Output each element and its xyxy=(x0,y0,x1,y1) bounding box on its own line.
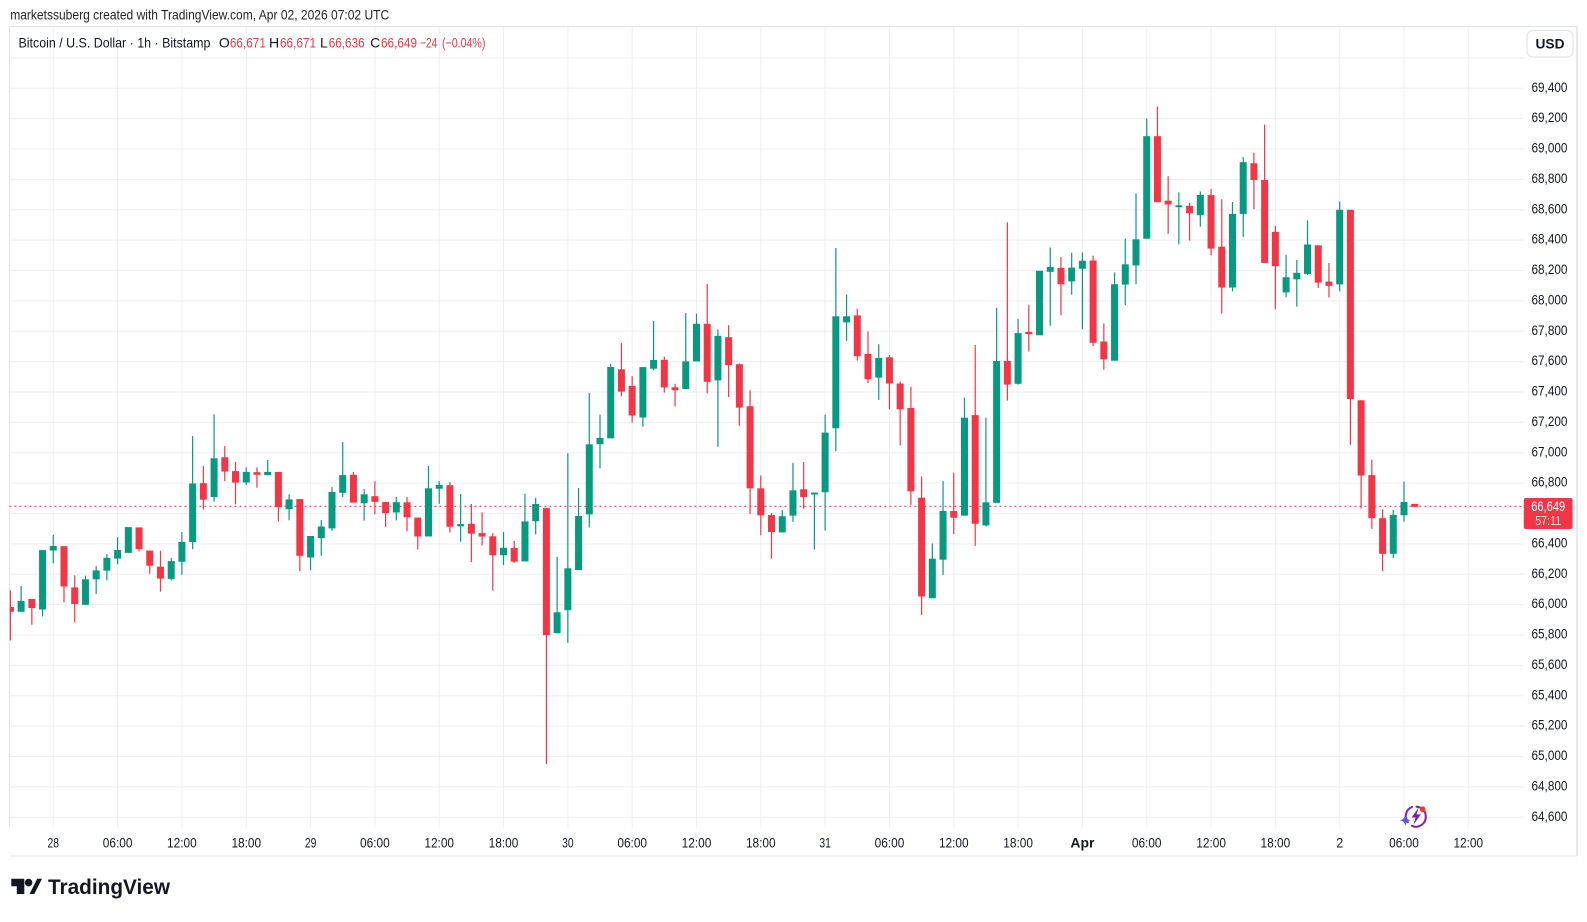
svg-text:06:00: 06:00 xyxy=(1132,835,1162,850)
svg-text:O: O xyxy=(219,34,230,50)
svg-text:06:00: 06:00 xyxy=(360,835,390,850)
svg-text:H: H xyxy=(269,34,279,50)
svg-text:66,671: 66,671 xyxy=(230,34,266,50)
svg-text:TradingView: TradingView xyxy=(48,876,171,899)
svg-text:69,000: 69,000 xyxy=(1532,141,1568,156)
svg-text:68,200: 68,200 xyxy=(1532,262,1568,277)
svg-text:Apr: Apr xyxy=(1070,835,1095,850)
svg-text:68,000: 68,000 xyxy=(1532,293,1568,308)
svg-text:Bitcoin / U.S. Dollar · 1h · B: Bitcoin / U.S. Dollar · 1h · Bitstamp xyxy=(19,34,211,50)
svg-text:12:00: 12:00 xyxy=(1196,835,1226,850)
svg-text:66,649: 66,649 xyxy=(1531,499,1565,514)
svg-text:C: C xyxy=(370,34,380,50)
svg-text:65,200: 65,200 xyxy=(1532,718,1568,733)
svg-text:29: 29 xyxy=(305,835,317,850)
svg-text:66,000: 66,000 xyxy=(1532,596,1568,611)
svg-text:06:00: 06:00 xyxy=(1389,835,1419,850)
svg-text:L: L xyxy=(320,34,328,50)
svg-text:67,800: 67,800 xyxy=(1532,323,1568,338)
svg-text:66,800: 66,800 xyxy=(1532,475,1568,490)
svg-text:65,000: 65,000 xyxy=(1532,748,1568,763)
svg-text:68,400: 68,400 xyxy=(1532,232,1568,247)
svg-text:69,200: 69,200 xyxy=(1532,110,1568,125)
svg-text:18:00: 18:00 xyxy=(746,835,776,850)
svg-text:(−0.04%): (−0.04%) xyxy=(442,34,485,50)
svg-text:06:00: 06:00 xyxy=(103,835,133,850)
svg-text:18:00: 18:00 xyxy=(231,835,261,850)
svg-text:64,800: 64,800 xyxy=(1532,779,1568,794)
svg-text:67,600: 67,600 xyxy=(1532,353,1568,368)
svg-text:65,600: 65,600 xyxy=(1532,657,1568,672)
svg-text:66,649: 66,649 xyxy=(381,34,417,50)
svg-text:66,671: 66,671 xyxy=(280,34,316,50)
svg-text:−24: −24 xyxy=(420,34,437,50)
svg-text:65,400: 65,400 xyxy=(1532,687,1568,702)
svg-text:67,000: 67,000 xyxy=(1532,444,1568,459)
svg-text:31: 31 xyxy=(819,835,831,850)
svg-text:68,800: 68,800 xyxy=(1532,171,1568,186)
svg-text:65,800: 65,800 xyxy=(1532,627,1568,642)
svg-text:66,400: 66,400 xyxy=(1532,536,1568,551)
svg-text:18:00: 18:00 xyxy=(489,835,519,850)
svg-text:06:00: 06:00 xyxy=(617,835,647,850)
svg-text:67,400: 67,400 xyxy=(1532,384,1568,399)
svg-text:12:00: 12:00 xyxy=(424,835,454,850)
svg-text:69,400: 69,400 xyxy=(1532,80,1568,95)
svg-text:30: 30 xyxy=(562,835,574,850)
svg-text:12:00: 12:00 xyxy=(682,835,712,850)
svg-text:USD: USD xyxy=(1536,37,1565,52)
svg-text:18:00: 18:00 xyxy=(1003,835,1033,850)
svg-text:67,200: 67,200 xyxy=(1532,414,1568,429)
svg-text:66,636: 66,636 xyxy=(329,34,365,50)
svg-text:64,600: 64,600 xyxy=(1532,809,1568,824)
svg-text:06:00: 06:00 xyxy=(875,835,905,850)
svg-text:57:11: 57:11 xyxy=(1535,513,1561,528)
svg-text:18:00: 18:00 xyxy=(1261,835,1291,850)
svg-text:12:00: 12:00 xyxy=(1453,835,1483,850)
svg-text:28: 28 xyxy=(48,835,60,850)
svg-text:12:00: 12:00 xyxy=(167,835,197,850)
svg-text:68,600: 68,600 xyxy=(1532,201,1568,216)
svg-text:marketssuberg created with Tra: marketssuberg created with TradingView.c… xyxy=(10,7,389,23)
svg-text:66,200: 66,200 xyxy=(1532,566,1568,581)
svg-text:12:00: 12:00 xyxy=(939,835,969,850)
svg-text:2: 2 xyxy=(1336,835,1343,850)
